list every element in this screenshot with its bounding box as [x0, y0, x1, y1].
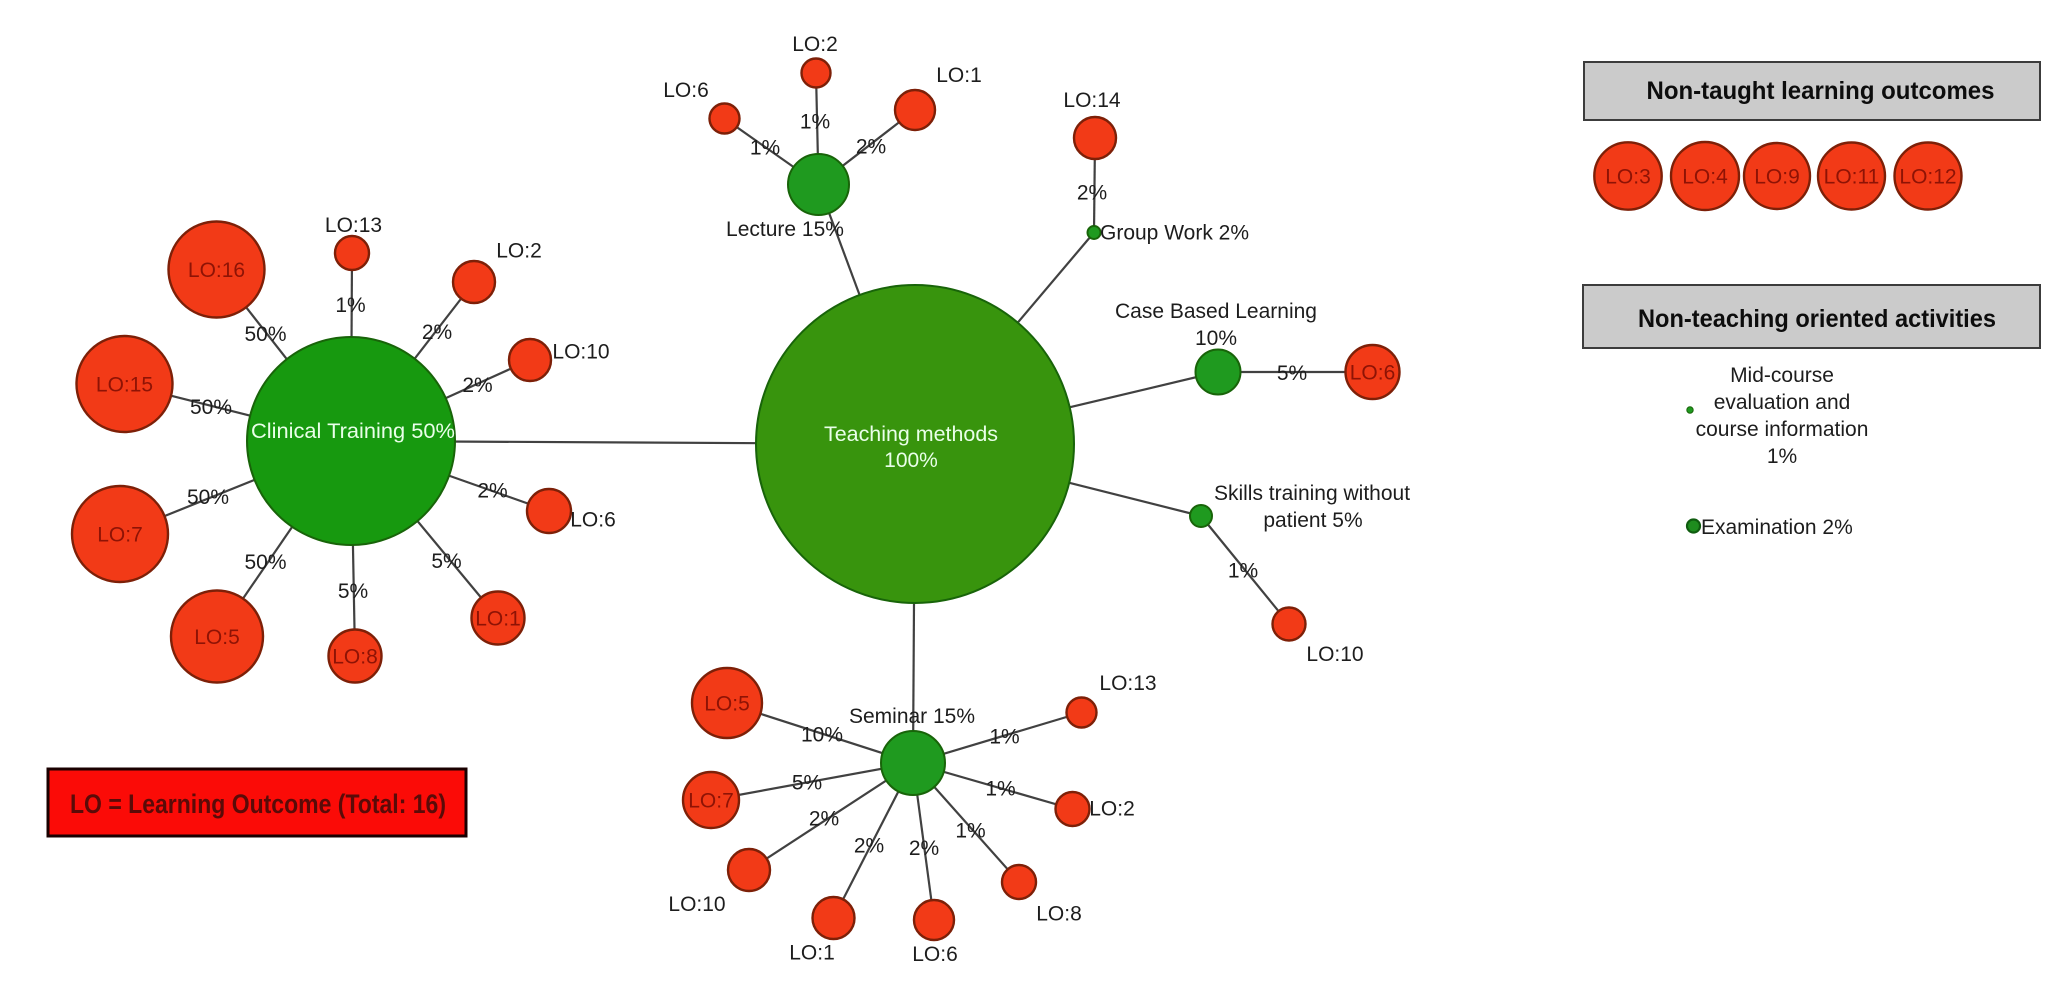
svg-text:1%: 1% — [335, 294, 365, 317]
svg-text:2%: 2% — [809, 808, 839, 831]
svg-text:10%: 10% — [1195, 327, 1237, 350]
svg-text:evaluation and: evaluation and — [1714, 391, 1851, 414]
svg-text:Non-teaching oriented activiti: Non-teaching oriented activities — [1638, 305, 1996, 333]
svg-text:LO:6: LO:6 — [663, 79, 709, 102]
svg-text:LO:2: LO:2 — [1089, 798, 1135, 821]
svg-text:5%: 5% — [338, 580, 368, 603]
svg-text:LO:16: LO:16 — [188, 259, 245, 282]
svg-text:LO:13: LO:13 — [325, 214, 382, 237]
svg-text:1%: 1% — [955, 820, 985, 843]
svg-text:10%: 10% — [801, 724, 843, 747]
svg-text:LO:6: LO:6 — [570, 509, 616, 532]
svg-text:50%: 50% — [190, 396, 232, 419]
svg-text:1%: 1% — [989, 726, 1019, 749]
svg-text:LO:14: LO:14 — [1063, 89, 1121, 112]
svg-text:LO:6: LO:6 — [912, 943, 958, 966]
svg-text:LO:3: LO:3 — [1605, 166, 1651, 189]
svg-text:LO:8: LO:8 — [332, 646, 378, 669]
svg-text:Examination 2%: Examination 2% — [1701, 516, 1853, 539]
svg-text:LO:10: LO:10 — [552, 341, 609, 364]
svg-text:Case Based Learning: Case Based Learning — [1115, 300, 1317, 323]
svg-text:LO:11: LO:11 — [1824, 166, 1880, 189]
svg-text:LO:1: LO:1 — [475, 608, 521, 631]
svg-text:2%: 2% — [909, 837, 939, 860]
svg-text:1%: 1% — [750, 137, 780, 160]
svg-text:5%: 5% — [1277, 362, 1307, 385]
svg-text:50%: 50% — [187, 486, 229, 509]
svg-text:LO = Learning Outcome (Total:: LO = Learning Outcome (Total: 16) — [70, 789, 446, 819]
svg-text:5%: 5% — [431, 550, 461, 573]
svg-text:Skills training without: Skills training without — [1214, 482, 1410, 505]
svg-text:LO:13: LO:13 — [1099, 672, 1156, 695]
svg-text:1%: 1% — [985, 778, 1015, 801]
svg-text:LO:10: LO:10 — [1306, 643, 1363, 666]
svg-text:Lecture 15%: Lecture 15% — [726, 218, 844, 241]
svg-text:Seminar 15%: Seminar 15% — [849, 705, 975, 728]
svg-text:LO:1: LO:1 — [936, 64, 982, 87]
svg-text:LO:5: LO:5 — [704, 693, 750, 716]
svg-text:LO:12: LO:12 — [1899, 166, 1956, 189]
svg-text:50%: 50% — [244, 551, 286, 574]
svg-text:1%: 1% — [800, 111, 830, 134]
svg-text:5%: 5% — [792, 772, 822, 795]
svg-text:1%: 1% — [1228, 560, 1258, 583]
svg-text:LO:15: LO:15 — [96, 374, 153, 397]
svg-text:LO:7: LO:7 — [97, 524, 143, 547]
svg-text:course information: course information — [1696, 418, 1869, 441]
svg-text:patient 5%: patient 5% — [1263, 509, 1362, 532]
svg-text:Clinical Training 50%: Clinical Training 50% — [251, 420, 455, 443]
svg-text:LO:6: LO:6 — [1350, 362, 1396, 385]
svg-text:LO:8: LO:8 — [1036, 903, 1082, 926]
svg-text:2%: 2% — [856, 136, 886, 159]
svg-text:2%: 2% — [854, 835, 884, 858]
svg-text:2%: 2% — [477, 480, 507, 503]
svg-text:50%: 50% — [244, 323, 286, 346]
svg-text:LO:10: LO:10 — [668, 893, 725, 916]
svg-text:Group Work 2%: Group Work 2% — [1100, 222, 1249, 245]
svg-text:LO:2: LO:2 — [496, 240, 542, 263]
svg-text:2%: 2% — [462, 374, 492, 397]
svg-text:LO:2: LO:2 — [792, 33, 838, 56]
svg-text:Mid-course: Mid-course — [1730, 364, 1834, 387]
svg-text:100%: 100% — [884, 449, 938, 472]
svg-text:LO:5: LO:5 — [194, 626, 240, 649]
svg-text:LO:9: LO:9 — [1754, 166, 1800, 189]
svg-text:Non-taught learning outcomes: Non-taught learning outcomes — [1647, 77, 1995, 105]
svg-text:LO:7: LO:7 — [688, 790, 734, 813]
svg-text:2%: 2% — [1077, 182, 1107, 205]
svg-text:1%: 1% — [1767, 445, 1797, 468]
svg-text:2%: 2% — [422, 321, 452, 344]
svg-text:LO:1: LO:1 — [789, 942, 835, 965]
svg-text:LO:4: LO:4 — [1682, 166, 1728, 189]
svg-text:Teaching methods: Teaching methods — [824, 423, 998, 446]
